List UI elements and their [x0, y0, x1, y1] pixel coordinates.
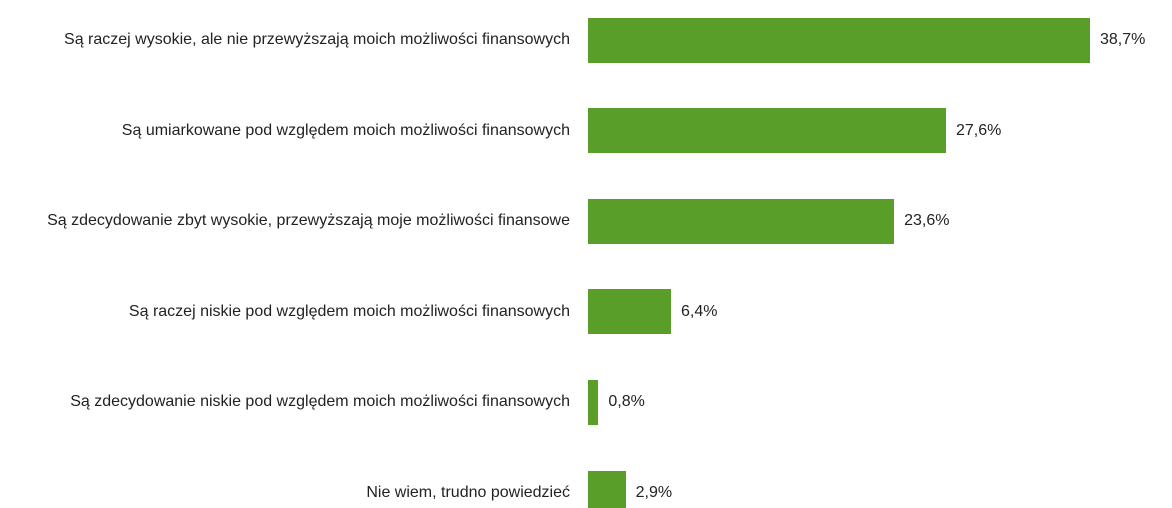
value-label: 0,8%	[608, 393, 645, 411]
category-text: Są raczej wysokie, ale nie przewyższają …	[64, 31, 570, 48]
value-label: 23,6%	[904, 212, 950, 230]
category-text: Są zdecydowanie zbyt wysokie, przewyższa…	[47, 212, 570, 230]
category-text: Są raczej niskie pod względem moich możl…	[128, 302, 570, 320]
bar	[588, 289, 672, 335]
value-label: 6,4%	[681, 302, 718, 320]
category-label: Są raczej wysokie, ale nie przewyższają …	[4, 28, 570, 52]
value-label: 2,9%	[635, 484, 673, 501]
value-label: 27,6%	[956, 121, 1002, 139]
bar	[588, 17, 1090, 63]
category-label: Są zdecydowanie zbyt wysokie, przewyższa…	[4, 209, 570, 233]
bar	[588, 470, 626, 508]
category-label: Są umiarkowane pod względem moich możliw…	[4, 119, 570, 143]
category-label: Są zdecydowanie niskie pod względem moic…	[4, 390, 570, 414]
category-text: Są zdecydowanie niskie pod względem moic…	[70, 393, 570, 411]
category-text: Nie wiem, trudno powiedzieć	[366, 484, 570, 501]
bar	[588, 379, 599, 425]
category-label: Nie wiem, trudno powiedzieć	[4, 481, 570, 505]
category-text: Są umiarkowane pod względem moich możliw…	[121, 121, 570, 139]
category-label: Są raczej niskie pod względem moich możl…	[4, 300, 570, 324]
value-label: 38,7%	[1100, 31, 1146, 48]
bar	[588, 108, 946, 154]
bar	[588, 198, 895, 244]
